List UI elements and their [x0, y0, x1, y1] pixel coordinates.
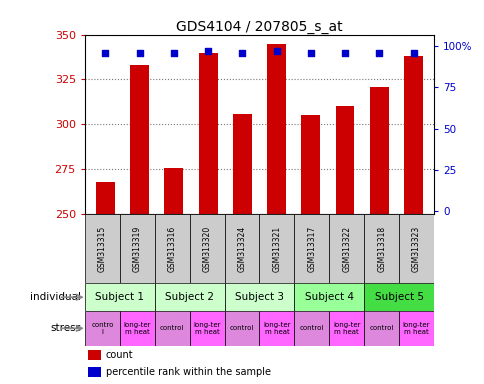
Text: long-ter
m heat: long-ter m heat	[123, 322, 151, 335]
Point	[306, 50, 314, 56]
Bar	[164, 167, 183, 214]
Bar	[189, 311, 224, 346]
Text: control: control	[299, 325, 323, 331]
Text: control: control	[160, 325, 184, 331]
Text: long-ter
m heat: long-ter m heat	[333, 322, 360, 335]
Text: GSM313323: GSM313323	[411, 226, 420, 272]
Bar	[335, 106, 354, 214]
Text: GSM313322: GSM313322	[342, 226, 350, 272]
Point	[340, 50, 348, 56]
Text: long-ter
m heat: long-ter m heat	[402, 322, 429, 335]
Point	[101, 50, 109, 56]
Point	[409, 50, 417, 56]
Bar	[96, 182, 115, 214]
Text: GSM313317: GSM313317	[307, 226, 316, 272]
Bar	[301, 116, 319, 214]
Text: contro
l: contro l	[91, 322, 113, 335]
Bar	[198, 53, 217, 214]
Text: Subject 2: Subject 2	[165, 292, 214, 302]
Text: Subject 3: Subject 3	[234, 292, 284, 302]
Bar	[120, 214, 154, 283]
Title: GDS4104 / 207805_s_at: GDS4104 / 207805_s_at	[176, 20, 342, 33]
Bar	[189, 214, 224, 283]
Text: long-ter
m heat: long-ter m heat	[193, 322, 220, 335]
Bar	[85, 214, 120, 283]
Bar	[154, 311, 189, 346]
Text: GSM313316: GSM313316	[167, 226, 176, 272]
Bar	[398, 311, 433, 346]
Text: GSM313321: GSM313321	[272, 226, 281, 272]
Bar	[294, 311, 329, 346]
Text: Subject 5: Subject 5	[374, 292, 423, 302]
Text: GSM313324: GSM313324	[237, 226, 246, 272]
Bar	[154, 214, 189, 283]
Text: Subject 1: Subject 1	[95, 292, 144, 302]
Bar	[403, 56, 422, 214]
Bar	[363, 311, 398, 346]
Text: GSM313320: GSM313320	[202, 226, 211, 272]
Bar	[224, 283, 294, 311]
Bar	[369, 87, 388, 214]
Bar	[85, 283, 154, 311]
Bar	[224, 311, 259, 346]
Point	[136, 50, 143, 56]
Bar	[85, 311, 120, 346]
Bar	[329, 311, 363, 346]
Text: control: control	[229, 325, 254, 331]
Bar	[154, 283, 224, 311]
Bar	[398, 214, 433, 283]
Text: control: control	[369, 325, 393, 331]
Bar	[232, 114, 251, 214]
Text: GSM313319: GSM313319	[133, 226, 141, 272]
Bar	[329, 214, 363, 283]
Text: GSM313318: GSM313318	[377, 226, 385, 272]
Text: percentile rank within the sample: percentile rank within the sample	[106, 367, 270, 377]
Bar	[224, 214, 259, 283]
Point	[170, 50, 178, 56]
Text: GSM313315: GSM313315	[98, 226, 106, 272]
Text: count: count	[106, 350, 133, 360]
Point	[375, 50, 382, 56]
Point	[204, 48, 212, 54]
Bar	[259, 214, 294, 283]
Bar	[120, 311, 154, 346]
Bar	[88, 350, 100, 360]
Bar	[267, 43, 286, 214]
Point	[238, 50, 246, 56]
Point	[272, 48, 280, 54]
Text: individual: individual	[30, 292, 81, 302]
Bar	[130, 65, 149, 214]
Text: Subject 4: Subject 4	[304, 292, 353, 302]
Text: stress: stress	[50, 323, 81, 333]
Bar	[294, 283, 363, 311]
Bar	[363, 283, 433, 311]
Bar	[88, 367, 100, 377]
Bar	[363, 214, 398, 283]
Text: long-ter
m heat: long-ter m heat	[263, 322, 290, 335]
Bar	[294, 214, 329, 283]
Bar	[259, 311, 294, 346]
